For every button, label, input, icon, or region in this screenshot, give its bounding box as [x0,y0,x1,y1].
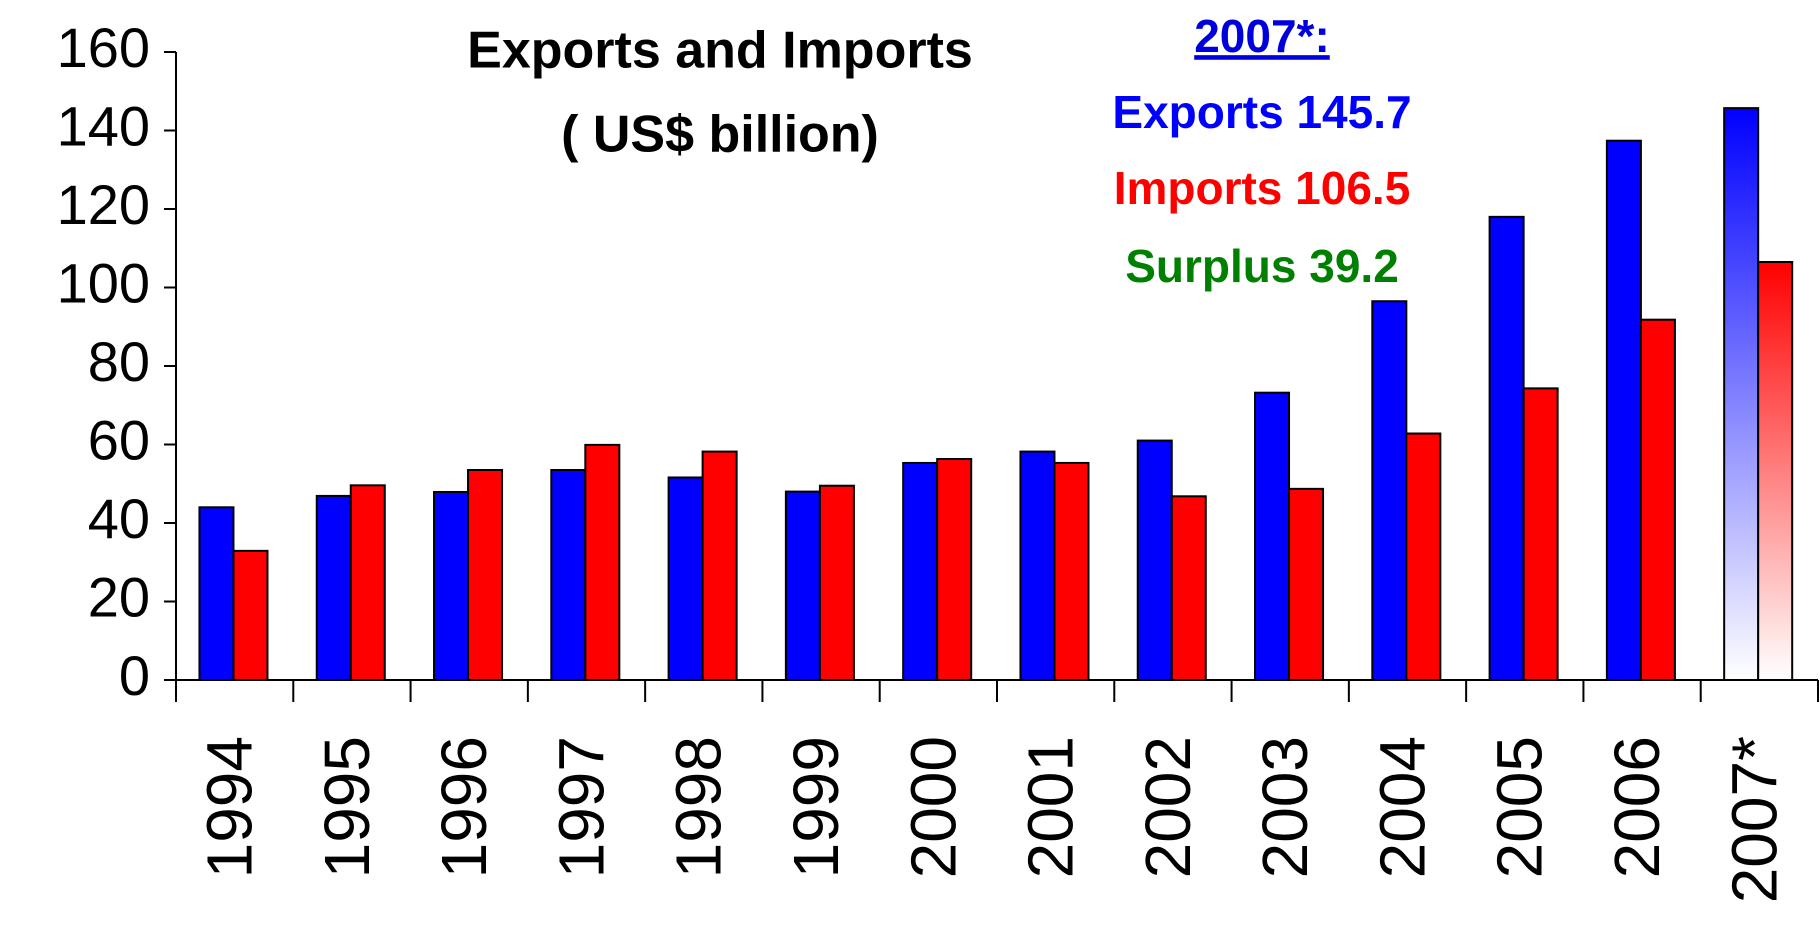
annotation: Surplus 39.2 [1125,240,1399,292]
x-tick-label: 2003 [1249,736,1321,878]
bar [467,469,504,682]
x-tick-label: 1996 [428,736,500,878]
annotation: Imports 106.5 [1114,162,1411,214]
bar [1723,107,1760,681]
bar [1136,439,1173,682]
bar [1488,215,1525,681]
bar [1254,391,1291,681]
x-tick-label: 1994 [194,736,266,878]
bar [550,469,587,682]
y-tick-label: 60 [88,408,150,471]
x-tick-label: 2001 [1015,736,1087,878]
bar [433,490,470,681]
bar [1288,487,1325,682]
x-tick-label: 2002 [1132,736,1204,878]
bar [784,490,821,681]
bar [315,494,352,682]
y-tick-label: 120 [57,173,150,236]
y-tick-label: 100 [57,251,150,314]
bar [701,450,738,681]
bar [1053,461,1090,682]
bar [667,476,704,681]
annotation: 2007*: [1194,10,1330,62]
y-tick-label: 0 [119,644,150,707]
bar [1371,300,1408,681]
x-tick-label: 2000 [897,736,969,878]
y-tick-label: 40 [88,487,150,550]
x-tick-label: 2004 [1366,736,1438,878]
x-tick-label: 2007* [1718,736,1790,903]
x-tick-label: 1995 [311,736,383,878]
bar [198,506,235,681]
x-tick-label: 2006 [1601,736,1673,878]
x-tick-label: 1997 [545,736,617,878]
x-tick-label: 2005 [1484,736,1556,878]
y-tick-label: 140 [57,94,150,157]
x-tick-label: 1999 [780,736,852,878]
bar [1757,260,1794,681]
bar [902,461,939,682]
bar [349,484,386,681]
y-tick-label: 160 [57,16,150,79]
bar [1170,495,1207,681]
bar [1405,432,1442,682]
bar [818,484,855,681]
chart-title: Exports and Imports [467,22,973,80]
y-tick-label: 80 [88,330,150,393]
bar [1522,387,1559,681]
chart-subtitle: ( US$ billion) [561,106,879,164]
x-tick-label: 1998 [663,736,735,878]
y-tick-label: 20 [88,565,150,628]
bar [584,443,621,681]
bar [1639,318,1676,681]
bar [232,549,269,681]
annotation: Exports 145.7 [1112,86,1411,138]
bar [936,458,973,681]
bar [1019,450,1056,681]
bar [1605,139,1642,681]
